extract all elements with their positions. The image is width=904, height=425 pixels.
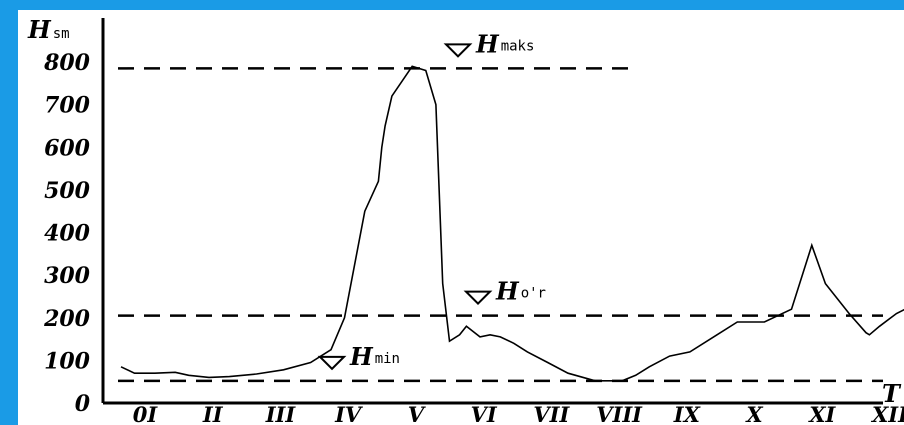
water-level-line xyxy=(120,65,904,382)
x-tick-label: IX xyxy=(673,402,701,425)
y-tick-label: 500 xyxy=(44,178,91,204)
x-tick-label: IV xyxy=(334,402,364,425)
x-tick-label: XII xyxy=(870,402,904,425)
y-tick-label: 300 xyxy=(44,263,91,289)
x-tick-label: VIII xyxy=(596,402,643,425)
x-tick-label: X xyxy=(744,402,763,425)
level-marker-icon xyxy=(317,355,347,371)
y-tick-label: 700 xyxy=(44,93,91,119)
x-tick-label: 0I xyxy=(133,402,159,425)
level-marker-icon xyxy=(463,290,493,306)
y-tick-label: 200 xyxy=(43,306,91,332)
x-tick-label: VII xyxy=(533,402,570,425)
x-axis-label: T xyxy=(882,379,902,408)
y-tick-label: 100 xyxy=(44,348,91,374)
y-tick-labels: 0 100 200 300 400 500 600 700 800 xyxy=(43,50,91,417)
x-tick-label: VI xyxy=(471,402,498,425)
x-tick-label: II xyxy=(202,402,224,425)
x-tick-label: XI xyxy=(807,402,836,425)
y-tick-label: 800 xyxy=(43,50,91,76)
y-tick-label: 0 xyxy=(75,391,91,417)
y-tick-label: 400 xyxy=(44,221,91,247)
x-tick-label: III xyxy=(265,402,297,425)
y-tick-label: 600 xyxy=(44,135,91,161)
x-tick-label: V xyxy=(408,402,427,425)
level-marker-icon xyxy=(443,43,473,58)
x-tick-labels: 0IIIIIIIVVVIVIIVIIIIXXXIXII xyxy=(133,402,904,425)
